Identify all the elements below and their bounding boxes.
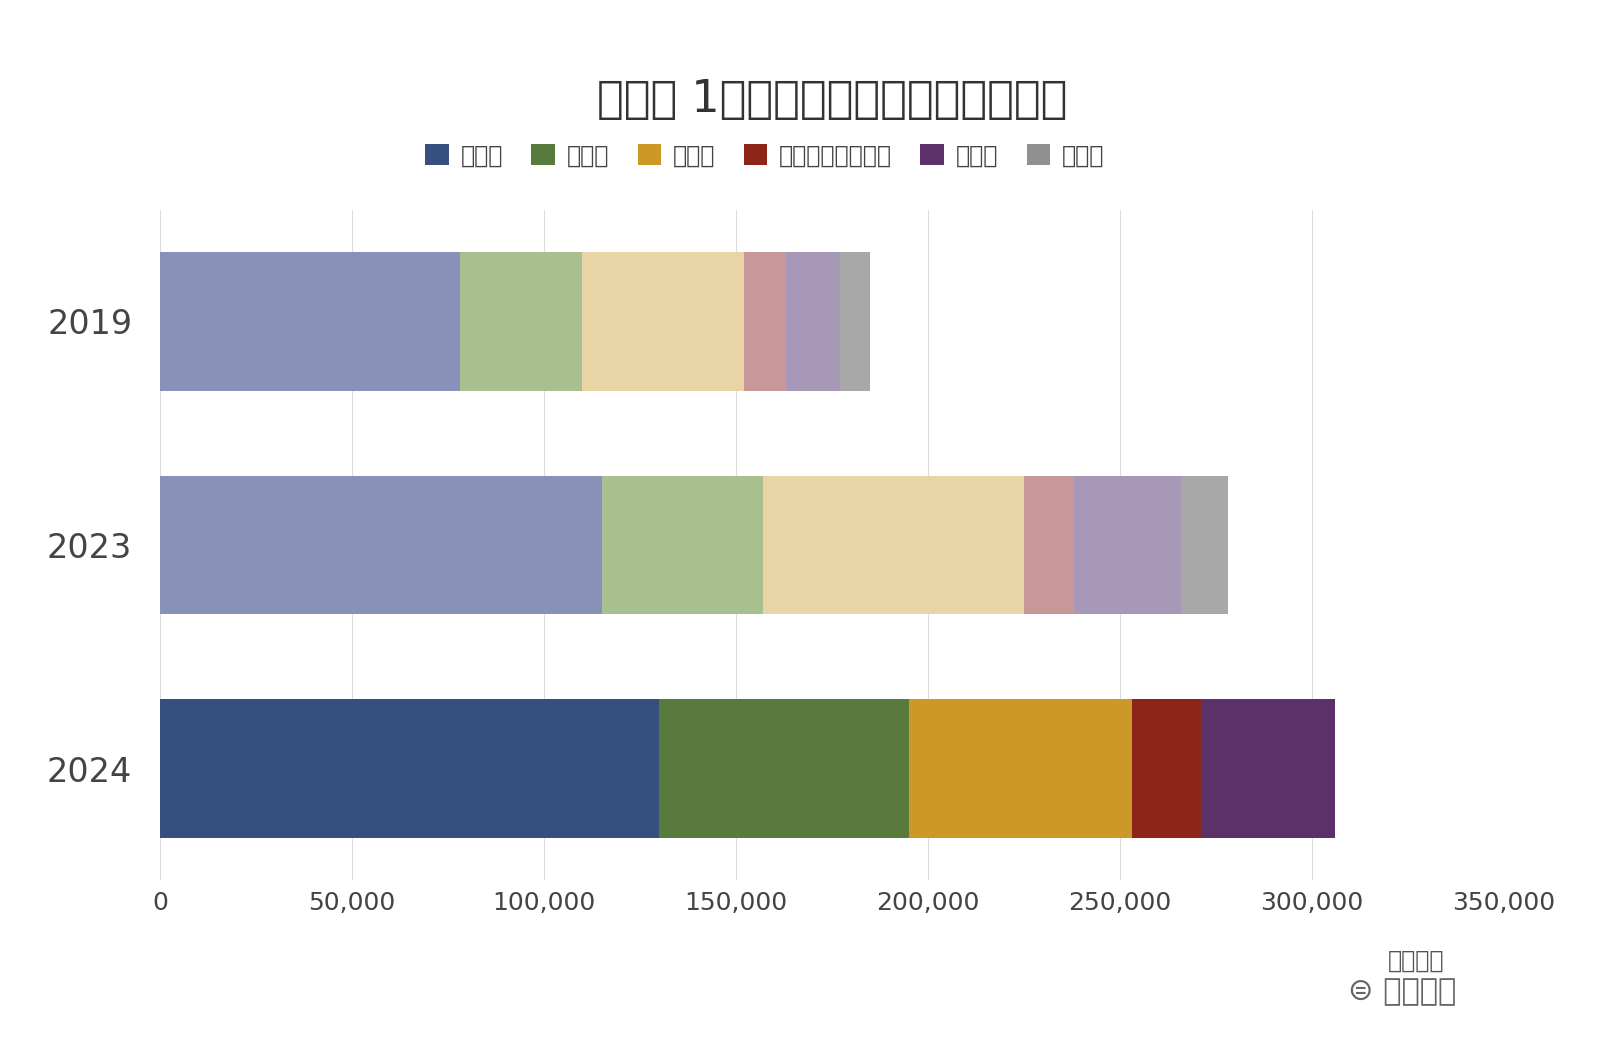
Bar: [1181, 476, 1227, 614]
Bar: [744, 253, 786, 391]
Bar: [786, 253, 840, 391]
Title: 費目別 1人当たり訪日カナダ人消費額: 費目別 1人当たり訪日カナダ人消費額: [597, 79, 1067, 122]
Bar: [1200, 699, 1334, 837]
Text: ⊜ 訪日ラボ: ⊜ 訪日ラボ: [1347, 977, 1456, 1006]
Bar: [160, 253, 459, 391]
Bar: [763, 476, 1024, 614]
Bar: [459, 253, 582, 391]
Bar: [1131, 699, 1200, 837]
Bar: [659, 699, 909, 837]
Bar: [909, 699, 1131, 837]
Bar: [840, 253, 870, 391]
Text: （万円）: （万円）: [1387, 948, 1445, 973]
Bar: [602, 476, 763, 614]
Bar: [160, 699, 659, 837]
Bar: [160, 476, 602, 614]
Bar: [1024, 476, 1074, 614]
Bar: [1074, 476, 1181, 614]
Legend: 宿泊費, 飲食費, 交通費, 娯楽等サービス費, 買物代, その他: 宿泊費, 飲食費, 交通費, 娯楽等サービス費, 買物代, その他: [416, 134, 1114, 177]
Bar: [582, 253, 744, 391]
